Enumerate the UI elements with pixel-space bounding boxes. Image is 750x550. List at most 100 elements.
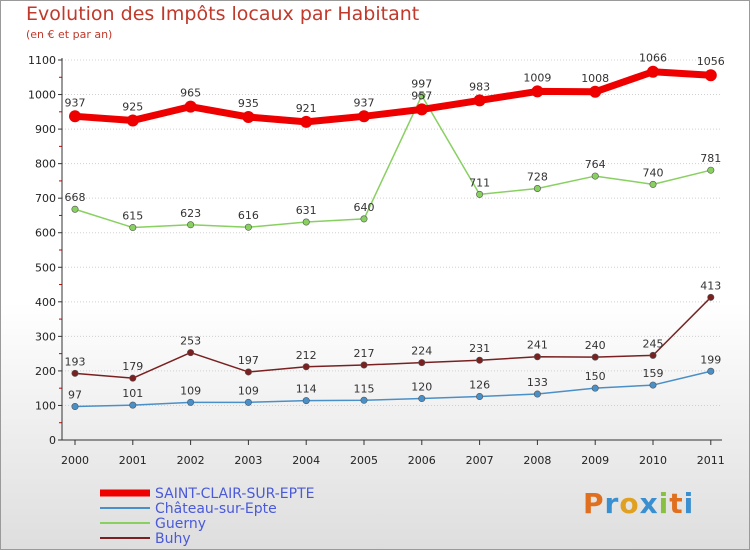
data-label: 965 <box>180 87 201 100</box>
data-label: 640 <box>354 201 375 214</box>
data-point <box>244 223 252 231</box>
data-point <box>418 395 426 403</box>
x-tick-label: 2007 <box>466 454 494 467</box>
data-point <box>360 361 368 369</box>
data-label: 193 <box>65 355 86 368</box>
x-tick-label: 2002 <box>177 454 205 467</box>
data-label: 197 <box>238 354 259 367</box>
data-label: 245 <box>643 337 664 350</box>
data-point <box>649 351 657 359</box>
x-tick-label: 2005 <box>350 454 378 467</box>
y-tick-label: 1000 <box>28 89 56 102</box>
data-label: 631 <box>296 204 317 217</box>
y-tick-label: 400 <box>35 296 56 309</box>
x-tick-label: 2003 <box>234 454 262 467</box>
data-point <box>71 402 79 410</box>
data-point <box>71 369 79 377</box>
legend-label: Château-sur-Epte <box>155 501 277 517</box>
data-point <box>242 111 255 123</box>
series-line <box>74 94 711 229</box>
data-point <box>707 293 715 301</box>
data-point <box>476 190 484 198</box>
data-label: 1056 <box>697 55 725 68</box>
data-label: 997 <box>411 78 432 91</box>
data-label: 413 <box>700 279 721 292</box>
data-point <box>184 100 197 113</box>
data-label: 114 <box>296 383 317 396</box>
y-tick-label: 0 <box>49 434 56 447</box>
x-tick-label: 2000 <box>61 454 89 467</box>
x-tick-label: 2008 <box>523 454 551 467</box>
x-tick-label: 2010 <box>639 454 667 467</box>
data-label: 179 <box>122 360 143 373</box>
data-point <box>129 374 137 382</box>
data-label: 217 <box>354 347 375 360</box>
data-point <box>591 384 599 392</box>
data-label: 957 <box>411 89 432 102</box>
data-label: 120 <box>411 381 432 394</box>
data-point <box>129 224 137 232</box>
data-point <box>360 215 368 223</box>
data-label: 728 <box>527 171 548 184</box>
data-label: 199 <box>700 353 721 366</box>
y-tick-label: 600 <box>35 227 56 240</box>
y-tick-label: 1100 <box>28 54 56 67</box>
data-label: 97 <box>68 388 82 401</box>
data-label: 1008 <box>581 72 609 85</box>
data-point <box>476 356 484 364</box>
data-point <box>531 85 544 98</box>
data-point <box>418 359 426 367</box>
data-label: 240 <box>585 339 606 352</box>
data-point <box>71 205 79 213</box>
data-label: 668 <box>65 191 86 204</box>
y-tick-label: 500 <box>35 261 56 274</box>
data-label: 781 <box>700 152 721 165</box>
data-point <box>649 180 657 188</box>
data-point <box>187 221 195 229</box>
data-point <box>126 114 139 127</box>
data-point <box>704 69 717 82</box>
series-line <box>74 68 712 126</box>
data-point <box>302 218 310 226</box>
series-line <box>74 296 712 379</box>
data-point <box>360 396 368 404</box>
data-label: 983 <box>469 80 490 93</box>
data-label: 764 <box>585 158 606 171</box>
data-label: 1009 <box>523 71 551 84</box>
data-point <box>302 397 310 405</box>
data-point <box>533 390 541 398</box>
legend-label: SAINT-CLAIR-SUR-EPTE <box>155 486 315 502</box>
data-point <box>244 368 252 376</box>
data-point <box>647 65 659 78</box>
data-point <box>473 94 486 107</box>
data-point <box>589 85 602 98</box>
x-tick-label: 2009 <box>581 454 609 467</box>
data-label: 921 <box>296 102 317 115</box>
data-point <box>358 110 370 123</box>
data-label: 150 <box>585 370 606 383</box>
y-tick-label: 900 <box>35 123 56 136</box>
y-tick-label: 700 <box>35 192 56 205</box>
data-label: 615 <box>122 210 143 223</box>
data-point <box>302 363 310 371</box>
data-point <box>533 185 541 193</box>
data-label: 253 <box>180 335 201 348</box>
data-point <box>300 115 313 128</box>
data-point <box>187 398 195 406</box>
data-label: 224 <box>411 345 432 358</box>
chart-title: Evolution des Impôts locaux par Habitant <box>26 3 420 25</box>
data-label: 133 <box>527 376 548 389</box>
data-point <box>244 398 252 406</box>
y-tick-label: 100 <box>35 399 56 412</box>
data-label: 109 <box>238 384 259 397</box>
data-label: 159 <box>643 367 664 380</box>
y-tick-label: 800 <box>35 158 56 171</box>
data-point <box>415 103 428 116</box>
data-point <box>187 349 195 357</box>
data-label: 115 <box>354 382 375 395</box>
data-point <box>707 166 715 174</box>
proxiti-logo: Proxiti <box>583 487 695 520</box>
data-label: 623 <box>180 207 201 220</box>
